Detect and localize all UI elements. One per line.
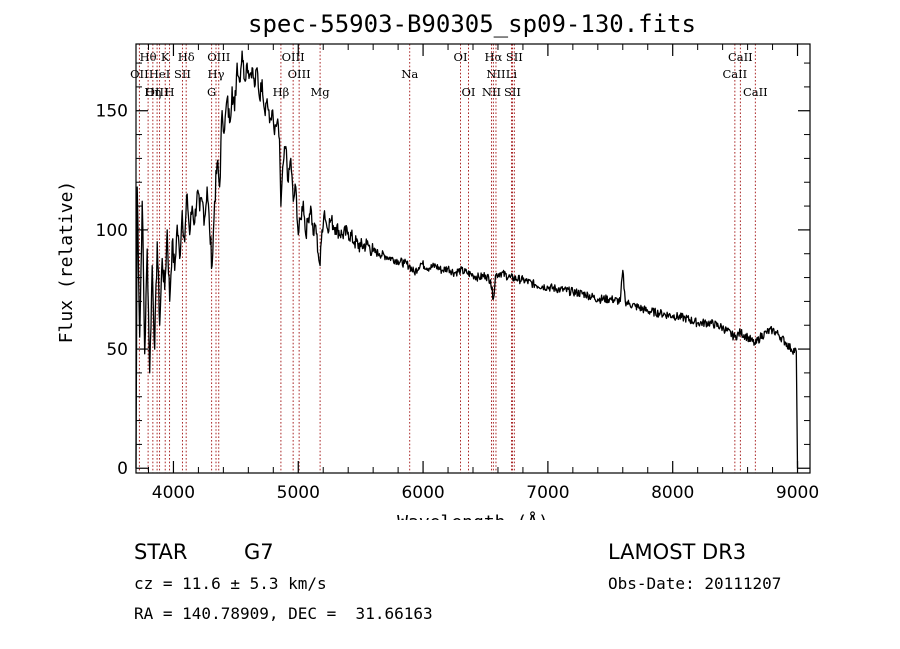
line-label: SII [506,50,523,64]
spectral-line-markers: Hθ OII OIII HeI Hη K SII H Hδ OIII Hγ G OIII OIII Hβ Mg… [130,44,768,473]
y-tick-label: 100 [96,221,128,241]
line-label: K [161,50,170,64]
redshift-velocity: cz = 11.6 ± 5.3 km/s [134,574,327,593]
y-tick-label: 50 [106,340,128,360]
survey-name: LAMOST DR3 [608,540,747,564]
line-label: OIII [146,85,169,99]
line-label: CaII [743,85,768,99]
line-label: Hδ [178,50,195,64]
line-label: SII [174,67,191,81]
y-tick-label: 150 [96,102,128,122]
x-tick-label: 7000 [526,483,569,503]
y-axis-label: Flux (relative) [56,181,77,344]
line-label: OIII [207,50,230,64]
line-label: CaII [722,67,747,81]
line-label: H [165,85,175,99]
x-tick-label: 8000 [651,483,694,503]
observation-date: Obs-Date: 20111207 [608,574,782,593]
line-label: Li [506,67,518,81]
x-tick-label: 5000 [277,483,320,503]
y-axis-ticks: 0 50 100 150 [96,62,810,479]
object-class: STAR [134,540,188,564]
line-label: NII [482,85,501,99]
line-label: HeI [149,67,170,81]
line-label: Hθ [140,50,157,64]
line-label: G [207,85,216,99]
x-tick-label: 4000 [152,483,195,503]
line-label: OII [130,67,149,81]
line-label: Hγ [208,67,225,81]
object-subclass: G7 [244,540,274,564]
line-label: Hβ [273,85,290,99]
x-tick-label: 9000 [776,483,819,503]
line-label: OIII [282,50,305,64]
line-label: Hα [484,50,502,64]
sky-coordinates: RA = 140.78909, DEC = 31.66163 [134,604,433,623]
line-label: OI [454,50,468,64]
spectrum-chart: spec-55903-B90305_sp09-130.fits Hθ OII OII… [56,10,819,520]
flux-series-line [135,50,799,469]
x-axis-ticks: 4000 5000 6000 7000 8000 9000 [147,44,819,503]
plot-frame [135,43,811,474]
line-label: NII [486,67,505,81]
line-label: Mg [311,85,331,99]
chart-title: spec-55903-B90305_sp09-130.fits [248,10,696,38]
y-tick-label: 0 [117,459,128,479]
x-tick-label: 6000 [401,483,444,503]
line-label: Hη [144,85,161,99]
line-label: CaII [728,50,753,64]
line-label: SII [504,85,521,99]
line-label: OI [462,85,476,99]
x-axis-label: Wavelength (Å) [397,511,549,520]
line-label: Na [401,67,418,81]
line-label: OIII [288,67,311,81]
